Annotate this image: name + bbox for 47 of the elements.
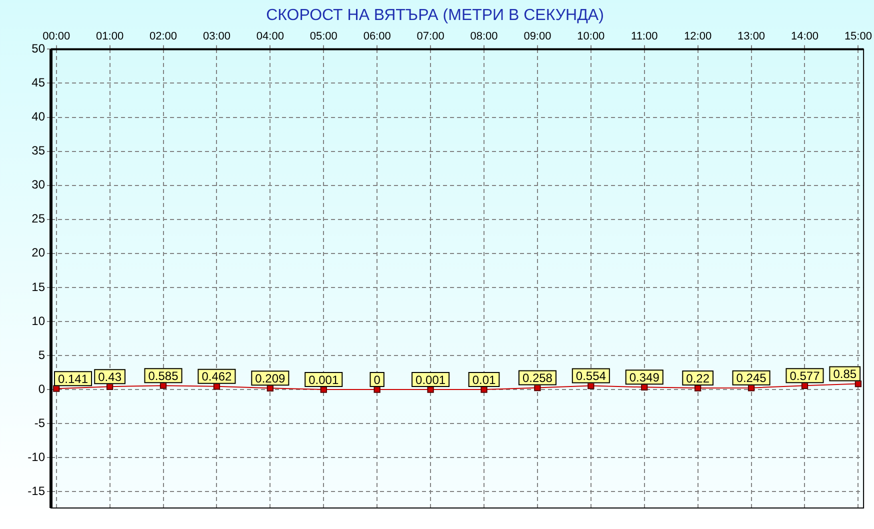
data-label: 0.245 — [736, 371, 767, 386]
y-tick-label: 15 — [32, 280, 46, 294]
data-label: 0.43 — [98, 370, 122, 384]
data-label: 0.22 — [686, 371, 710, 386]
y-tick-label: 5 — [38, 348, 46, 362]
y-tick-label: 50 — [32, 42, 46, 56]
data-label: 0.585 — [148, 368, 179, 383]
data-label: 0.141 — [58, 372, 88, 386]
y-tick-label: -15 — [28, 484, 46, 498]
data-label: 0.258 — [522, 371, 553, 386]
x-tick-label: 12:00 — [684, 30, 712, 43]
x-tick-label: 07:00 — [416, 30, 444, 43]
x-tick-label: 15:00 — [844, 30, 872, 43]
y-tick-label: 30 — [32, 178, 46, 192]
x-tick-label: 11:00 — [631, 30, 658, 43]
y-tick-label: 10 — [32, 314, 46, 328]
x-tick-label: 04:00 — [256, 30, 284, 43]
data-label: 0.349 — [629, 370, 660, 384]
chart-title: СКОРОСТ НА ВЯТЪРА (МЕТРИ В СЕКУНДА) — [266, 7, 604, 24]
x-tick-label: 09:00 — [524, 30, 552, 43]
y-tick-label: 0 — [38, 382, 46, 396]
y-tick-label: 20 — [32, 246, 46, 260]
x-tick-label: 14:00 — [790, 30, 819, 43]
x-tick-label: 13:00 — [738, 30, 766, 43]
x-tick-label: 03:00 — [202, 30, 230, 43]
y-tick-label: 35 — [32, 144, 46, 158]
y-tick-label: -5 — [34, 416, 46, 430]
data-label: 0.577 — [790, 368, 820, 383]
x-tick-label: 08:00 — [470, 30, 498, 43]
data-label: 0.001 — [308, 372, 339, 387]
data-label: 0.462 — [202, 370, 232, 384]
x-tick-label: 00:00 — [42, 30, 70, 43]
data-label: 0.01 — [472, 372, 496, 387]
data-label: 0.001 — [416, 372, 446, 387]
data-label: 0.554 — [576, 369, 606, 384]
x-tick-label: 05:00 — [310, 30, 338, 43]
data-label: 0.85 — [833, 367, 857, 382]
data-label: 0.209 — [255, 371, 286, 386]
y-tick-label: -10 — [28, 450, 46, 464]
y-tick-label: 25 — [32, 212, 46, 226]
y-tick-label: 40 — [32, 110, 46, 124]
data-label: 0 — [374, 372, 381, 387]
x-tick-label: 06:00 — [363, 30, 391, 43]
x-tick-label: 10:00 — [577, 30, 605, 43]
y-tick-label: 45 — [32, 76, 46, 90]
x-tick-label: 01:00 — [96, 30, 124, 43]
x-tick-label: 02:00 — [149, 30, 178, 43]
